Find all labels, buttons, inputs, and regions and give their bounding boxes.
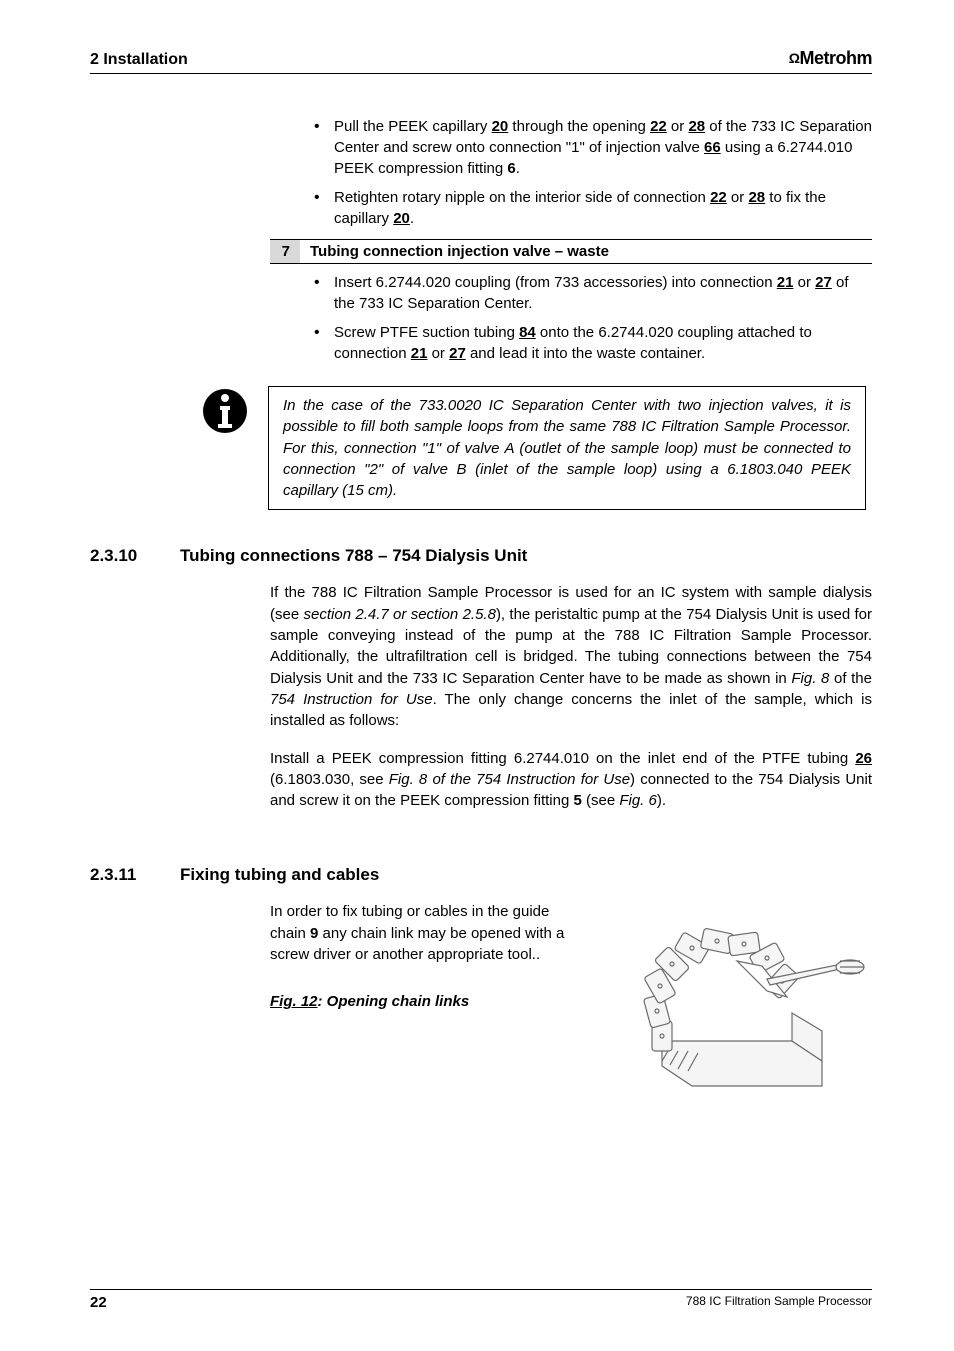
fig12-caption: Fig. 12: Opening chain links bbox=[270, 993, 572, 1010]
step6-bullet-1: Pull the PEEK capillary 20 through the o… bbox=[310, 116, 872, 179]
section-2310-num: 2.3.10 bbox=[90, 546, 180, 566]
step7-bullet-2: Screw PTFE suction tubing 84 onto the 6.… bbox=[310, 322, 872, 364]
chapter-title: 2 Installation bbox=[90, 51, 188, 69]
step7-header: 7 Tubing connection injection valve – wa… bbox=[270, 239, 872, 264]
section-2310-header: 2.3.10 Tubing connections 788 – 754 Dial… bbox=[90, 546, 872, 566]
omega-icon: Ω bbox=[789, 50, 800, 66]
doc-title: 788 IC Filtration Sample Processor bbox=[686, 1294, 872, 1311]
section-2311-title: Fixing tubing and cables bbox=[180, 865, 379, 885]
info-note: In the case of the 733.0020 IC Separatio… bbox=[90, 386, 872, 510]
section-2311-body: In order to fix tubing or cables in the … bbox=[270, 901, 872, 1106]
brand-logo: ΩMetrohm bbox=[789, 48, 872, 69]
step7-bullet-1: Insert 6.2744.020 coupling (from 733 acc… bbox=[310, 272, 872, 314]
step7-title: Tubing connection injection valve – wast… bbox=[300, 240, 619, 263]
step6-content: Pull the PEEK capillary 20 through the o… bbox=[310, 116, 872, 229]
info-icon bbox=[200, 386, 250, 510]
section-2311-header: 2.3.11 Fixing tubing and cables bbox=[90, 865, 872, 885]
section-2311-p1: In order to fix tubing or cables in the … bbox=[270, 901, 572, 965]
step7-number: 7 bbox=[270, 240, 300, 263]
section-2310-title: Tubing connections 788 – 754 Dialysis Un… bbox=[180, 546, 527, 566]
info-text: In the case of the 733.0020 IC Separatio… bbox=[268, 386, 866, 510]
section-2310-p2: Install a PEEK compression fitting 6.274… bbox=[270, 748, 872, 812]
page-footer: 22 788 IC Filtration Sample Processor bbox=[90, 1289, 872, 1311]
chain-link-illustration bbox=[592, 901, 872, 1106]
page-header: 2 Installation ΩMetrohm bbox=[90, 48, 872, 74]
step7-content: Insert 6.2744.020 coupling (from 733 acc… bbox=[310, 272, 872, 364]
section-2311-num: 2.3.11 bbox=[90, 865, 180, 885]
step6-bullet-2: Retighten rotary nipple on the interior … bbox=[310, 187, 872, 229]
section-2311-textcol: In order to fix tubing or cables in the … bbox=[270, 901, 572, 1010]
page-number: 22 bbox=[90, 1294, 107, 1311]
section-2310-p1: If the 788 IC Filtration Sample Processo… bbox=[270, 582, 872, 731]
